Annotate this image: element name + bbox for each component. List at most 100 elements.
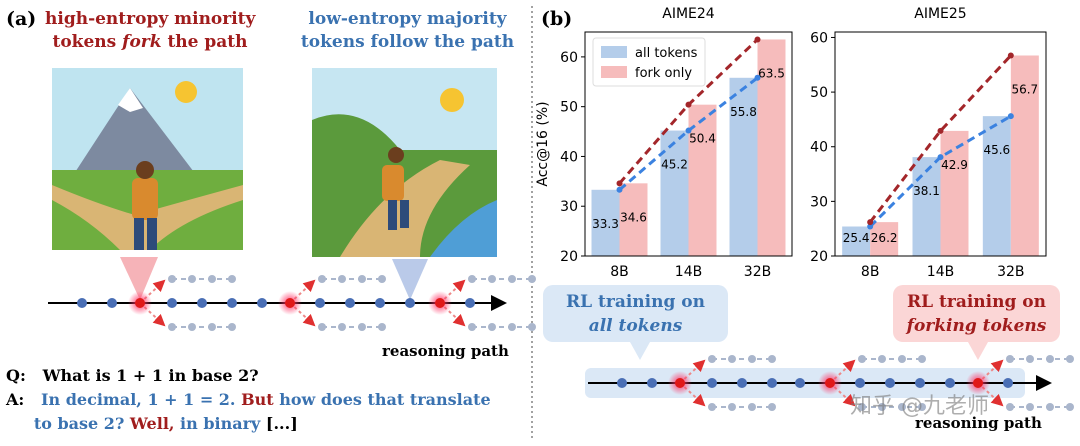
branch-node: [528, 323, 536, 331]
watermark: 知乎 @九老师: [850, 394, 989, 419]
y-tick-label: 40: [560, 149, 578, 165]
token-node: [465, 298, 475, 308]
bar: [842, 226, 871, 256]
y-tick-label: 60: [810, 30, 828, 46]
token-node: [855, 378, 865, 388]
value-label: 45.6: [983, 143, 1010, 157]
branch-node: [768, 355, 776, 363]
x-tick-label: 14B: [675, 264, 702, 280]
token-node: [675, 378, 685, 388]
bar: [982, 116, 1011, 256]
value-label: 63.5: [758, 66, 785, 80]
legend-label: all tokens: [635, 46, 698, 61]
branch-node: [918, 355, 926, 363]
value-label: 25.4: [843, 231, 870, 245]
callout-pointer: [630, 342, 650, 360]
branch-node: [228, 323, 236, 331]
title-line: high-entropy minority: [45, 9, 256, 29]
x-tick-label: 32B: [744, 264, 771, 280]
title-line: low-entropy majority: [308, 9, 507, 29]
illustration-fork: [52, 68, 243, 250]
value-label: 55.8: [730, 105, 757, 119]
token-node: [737, 378, 747, 388]
bar: [757, 39, 786, 256]
branch-node: [528, 275, 536, 283]
token-node: [197, 298, 207, 308]
bar: [619, 183, 648, 256]
value-label: 45.2: [661, 158, 688, 172]
branch-node: [1066, 403, 1074, 411]
x-tick-label: 32B: [997, 264, 1024, 280]
legend-swatch: [601, 66, 627, 78]
y-axis-label: Acc@16 (%): [535, 101, 551, 186]
value-label: 33.3: [592, 217, 619, 231]
token-node: [617, 378, 627, 388]
reasoning-path: [585, 355, 1074, 411]
plot-frame: [584, 31, 793, 257]
y-tick-label: 50: [810, 85, 828, 101]
trend-line: [868, 54, 1012, 224]
token-node: [315, 298, 325, 308]
x-tick-label: 14B: [927, 264, 954, 280]
token-node: [795, 378, 805, 388]
legend-swatch: [601, 46, 627, 58]
path-label: reasoning path: [382, 342, 509, 360]
token-node: [257, 298, 267, 308]
token-node: [767, 378, 777, 388]
trend-point: [1007, 113, 1014, 120]
trend-point: [937, 154, 944, 161]
trend-point: [616, 180, 623, 187]
trend-point: [1007, 52, 1014, 59]
token-node: [973, 378, 983, 388]
x-tick-label: 8B: [861, 264, 880, 280]
legend-label: fork only: [635, 66, 692, 81]
qa: Q: What is 1 + 1 in base 2? A: In decima…: [6, 364, 491, 436]
path-label: reasoning path: [915, 414, 1042, 432]
trend-point: [937, 127, 944, 134]
left-title: high-entropy minority tokens fork the pa…: [45, 8, 255, 54]
answer-text: how does that translate: [279, 390, 491, 409]
answer-text: in binary: [180, 414, 261, 433]
chart-title: AIME24: [662, 6, 715, 22]
branch-node: [768, 403, 776, 411]
title-word: the path: [167, 32, 248, 52]
value-label: 50.4: [689, 132, 716, 146]
chart-title: AIME25: [914, 6, 966, 22]
y-tick-label: 40: [810, 140, 828, 156]
trend-point: [867, 223, 874, 230]
token-node: [107, 298, 117, 308]
panel-label: (b): [541, 8, 573, 30]
y-tick-label: 20: [560, 249, 578, 265]
y-tick-label: 30: [560, 199, 578, 215]
value-label: 34.6: [620, 210, 647, 224]
trend-point: [754, 36, 761, 43]
callout-line: all tokens: [588, 316, 683, 336]
value-label: 26.2: [871, 231, 898, 245]
plot-frame: [834, 31, 1047, 257]
title-line: tokens follow the path: [300, 32, 515, 52]
y-tick-label: 50: [560, 100, 578, 116]
token-node: [647, 378, 657, 388]
branch-node: [1066, 355, 1074, 363]
callout-line: forking tokens: [906, 316, 1047, 336]
token-node: [405, 298, 415, 308]
answer-fork: Well,: [129, 414, 175, 433]
answer-fork: But: [241, 390, 274, 409]
bar: [591, 189, 620, 256]
q-label: Q:: [6, 366, 26, 385]
illustration-follow: [312, 68, 497, 258]
callout-all: RL training on all tokens: [543, 290, 728, 338]
value-label: 42.9: [941, 158, 968, 172]
trend-point: [754, 74, 761, 81]
token-node: [885, 378, 895, 388]
bar: [940, 130, 969, 256]
y-tick-label: 20: [810, 249, 828, 265]
value-label: 38.1: [913, 184, 940, 198]
token-node: [1003, 378, 1013, 388]
branch-node: [228, 275, 236, 283]
trend-point: [867, 219, 874, 226]
token-node: [375, 298, 385, 308]
focus-cone: [392, 259, 428, 300]
